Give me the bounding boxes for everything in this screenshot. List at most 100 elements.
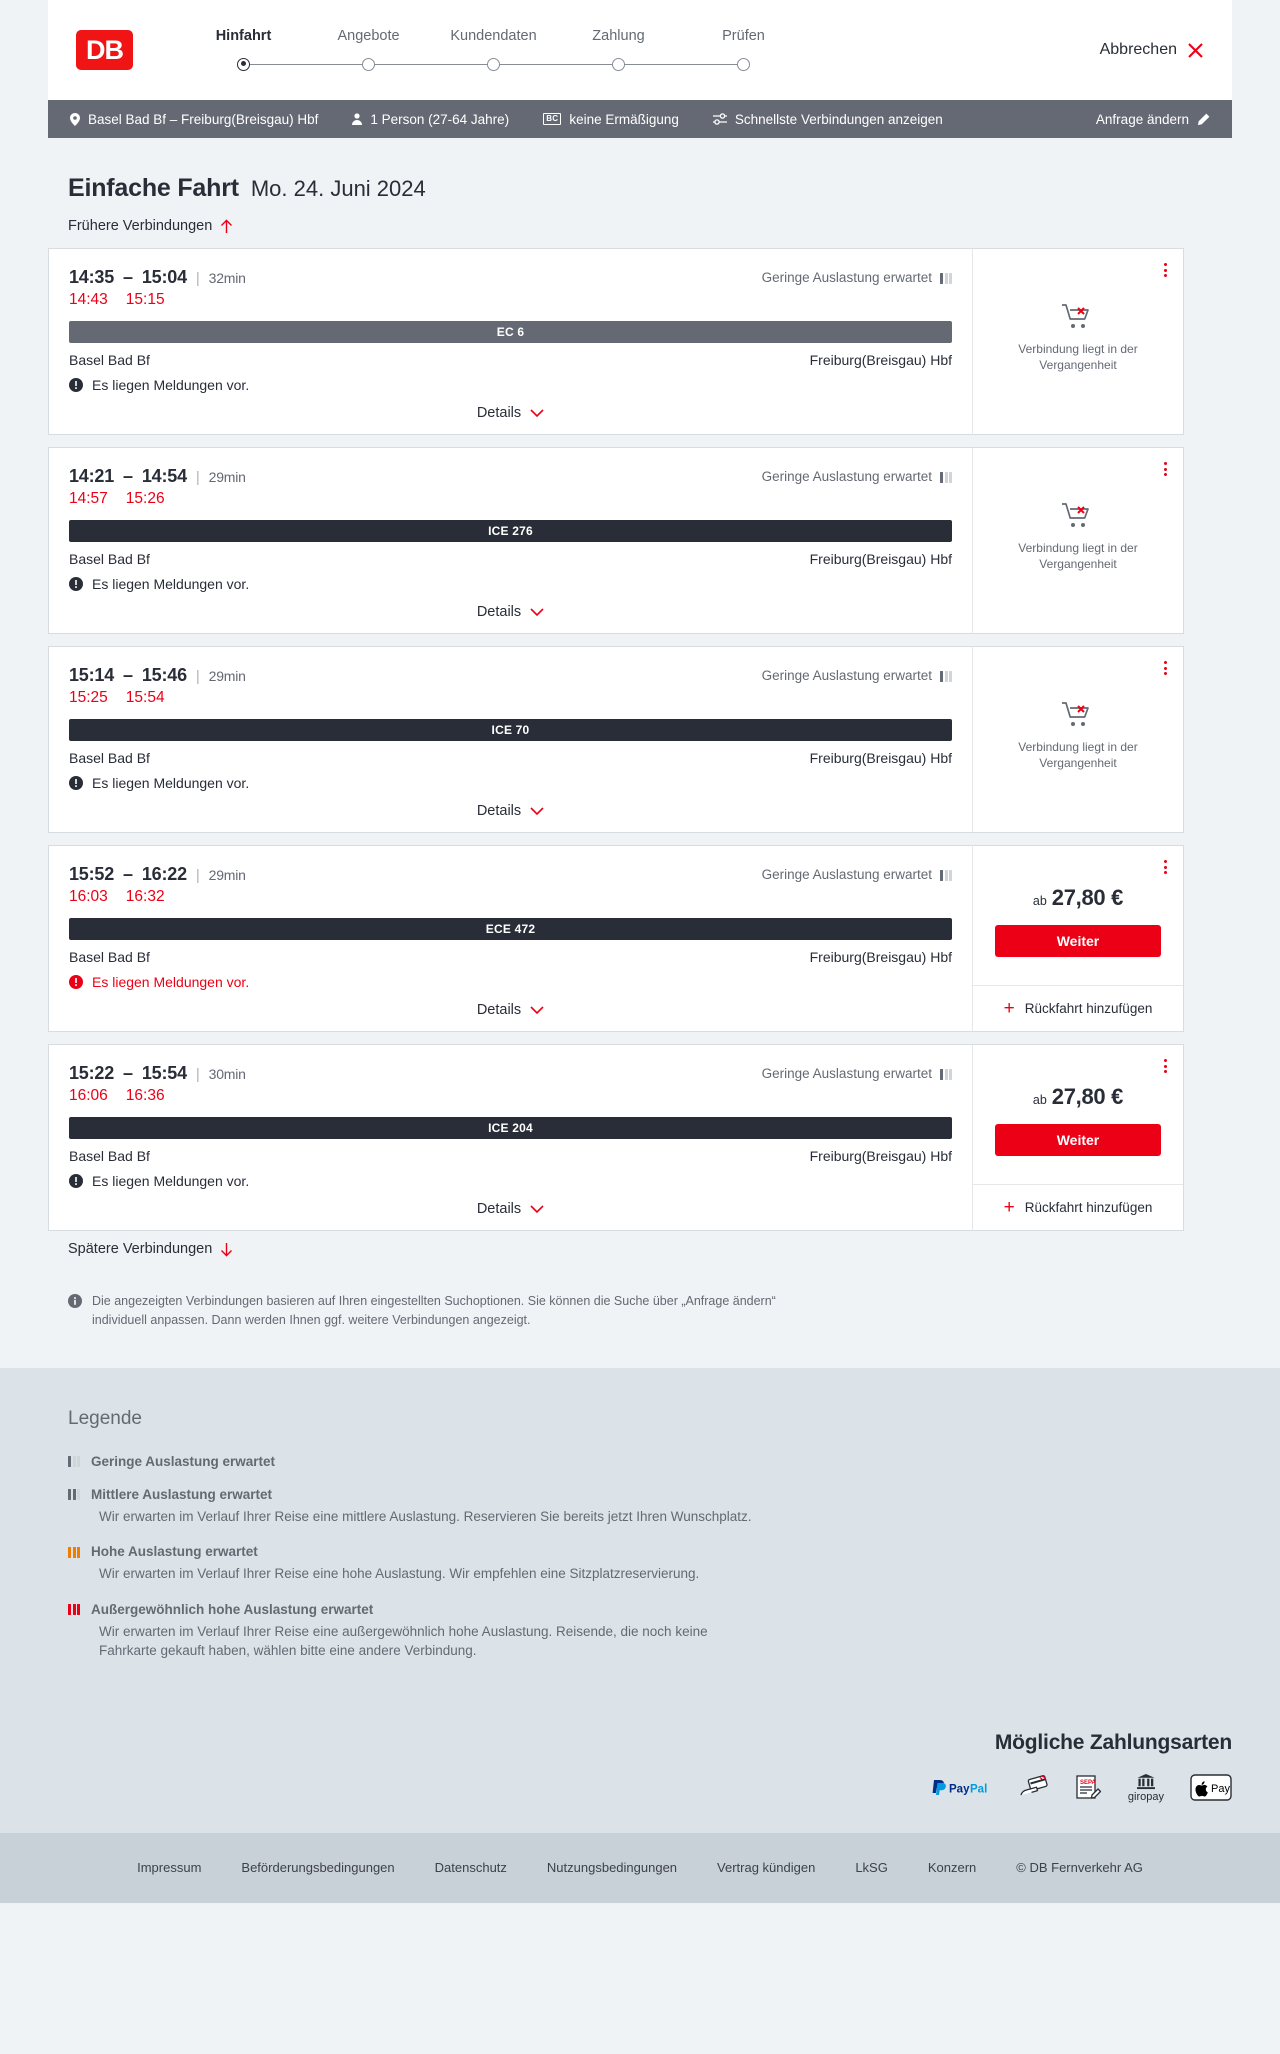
footer-link[interactable]: LkSG [855, 1860, 888, 1876]
train-bar[interactable]: ECE 472 [69, 918, 952, 940]
details-row: Details [69, 990, 952, 1031]
giropay-icon: giropay [1128, 1773, 1164, 1803]
footer-link[interactable]: Konzern [927, 1860, 977, 1876]
alert-circle-icon [69, 378, 83, 392]
step-hinfahrt[interactable]: Hinfahrt [181, 28, 369, 72]
connection-message-text: Es liegen Meldungen vor. [92, 576, 250, 592]
station-to: Freiburg(Breisgau) Hbf [809, 1148, 952, 1164]
utilization-icon [68, 1546, 80, 1558]
train-name: EC 6 [496, 325, 525, 339]
util-bar [940, 670, 943, 682]
connection-header: 15:52–16:22 | 29min 16:03 16:32 Geringe Ausla… [69, 864, 952, 906]
step-dot-row [306, 56, 494, 72]
step-zahlung[interactable]: Zahlung [556, 28, 744, 72]
earlier-connections-label: Frühere Verbindungen [68, 218, 213, 234]
details-button[interactable]: Details [477, 604, 544, 620]
connection-message[interactable]: Es liegen Meldungen vor. [69, 377, 952, 393]
planned-times: 14:21–14:54 | 29min [69, 466, 246, 486]
continue-button[interactable]: Weiter [995, 1123, 1161, 1156]
connection-message[interactable]: Es liegen Meldungen vor. [69, 775, 952, 791]
cancel-label: Abbrechen [1099, 41, 1177, 58]
step-dot [237, 57, 250, 71]
actual-times: 14:57 15:26 [69, 490, 246, 508]
chevron-down-icon [530, 607, 544, 616]
step-dot [362, 57, 375, 71]
utilization-label: Geringe Auslastung erwartet [761, 867, 932, 882]
kebab-dot [1164, 462, 1167, 465]
connection-message[interactable]: Es liegen Meldungen vor. [69, 1173, 952, 1189]
utilization-icon [940, 272, 952, 284]
price-panel: ab 27,80 € Weiter [973, 846, 1183, 985]
step-angebote[interactable]: Angebote [306, 28, 494, 72]
step-kundendaten[interactable]: Kundendaten [431, 28, 619, 72]
chevron-down-icon [530, 806, 544, 815]
details-button[interactable]: Details [477, 1002, 544, 1018]
main-content: Einfache Fahrt Mo. 24. Juni 2024 Frühere… [48, 138, 1232, 1368]
legend-head: Geringe Auslastung erwartet [68, 1454, 1232, 1469]
edit-request-button[interactable]: Anfrage ändern [1096, 112, 1210, 127]
legend-item: Geringe Auslastung erwartet [48, 1454, 1232, 1469]
util-bar [949, 670, 952, 682]
criteria-route-label: Basel Bad Bf – Freiburg(Breisgau) Hbf [88, 111, 319, 127]
train-bar[interactable]: ICE 276 [69, 520, 952, 542]
train-bar[interactable]: EC 6 [69, 321, 952, 343]
planned-end: 15:54 [141, 1063, 187, 1083]
actual-start: 14:43 [69, 291, 108, 308]
more-options-button[interactable] [1160, 657, 1171, 679]
more-options-button[interactable] [1160, 259, 1171, 281]
sepa-lastschrift-icon: SEPA [1075, 1773, 1102, 1803]
details-button[interactable]: Details [477, 803, 544, 819]
footer-link[interactable]: Vertrag kündigen [717, 1860, 816, 1876]
db-logo[interactable]: DB [76, 30, 133, 70]
time-divider: | [195, 867, 200, 884]
more-options-button[interactable] [1160, 458, 1171, 480]
connection-times: 15:22–15:54 | 30min 16:06 16:36 [69, 1063, 246, 1105]
time-divider: | [195, 270, 200, 287]
earlier-connections-link[interactable]: Frühere Verbindungen [48, 218, 233, 234]
time-divider: | [195, 1066, 200, 1083]
arrow-down-icon [221, 1242, 233, 1257]
cancel-button[interactable]: Abbrechen [1100, 41, 1204, 59]
footer-link[interactable]: Datenschutz [434, 1860, 507, 1876]
criteria-discount[interactable]: BC keine Ermäßigung [543, 112, 679, 127]
planned-end: 15:46 [141, 665, 187, 685]
add-return-button[interactable]: + Rückfahrt hinzufügen [973, 1184, 1183, 1230]
more-options-button[interactable] [1160, 856, 1171, 878]
payment-title: Mögliche Zahlungsarten [994, 1730, 1232, 1754]
step-dot-row [556, 56, 744, 72]
price-prefix: ab [1032, 1092, 1047, 1107]
utilization: Geringe Auslastung erwartet [762, 1063, 952, 1081]
connection-header: 15:14–15:46 | 29min 15:25 15:54 Geringe Ausla… [69, 665, 952, 707]
step-prüfen[interactable]: Prüfen [681, 28, 806, 72]
planned-end: 15:04 [141, 267, 187, 287]
footer-link[interactable]: Impressum [137, 1860, 202, 1876]
footer-link[interactable]: Beförderungsbedingungen [241, 1860, 395, 1876]
utilization: Geringe Auslastung erwartet [762, 665, 952, 683]
criteria-route[interactable]: Basel Bad Bf – Freiburg(Breisgau) Hbf [70, 112, 318, 127]
utilization-icon [940, 1068, 952, 1080]
details-button[interactable]: Details [477, 1201, 544, 1217]
continue-button[interactable]: Weiter [995, 924, 1161, 957]
train-bar[interactable]: ICE 204 [69, 1117, 952, 1139]
more-options-button[interactable] [1160, 1055, 1171, 1077]
paypal-icon: Pay Pal [931, 1773, 993, 1803]
train-bar[interactable]: ICE 70 [69, 719, 952, 741]
legend-list: Geringe Auslastung erwartet Mittlere Ausl… [48, 1454, 1232, 1661]
station-to: Freiburg(Breisgau) Hbf [809, 551, 952, 567]
criteria-passengers[interactable]: 1 Person (27-64 Jahre) [352, 112, 509, 127]
bahncard-badge: BC [543, 113, 562, 125]
details-button[interactable]: Details [477, 405, 544, 421]
footer-link[interactable]: Nutzungsbedingungen [546, 1860, 678, 1876]
stations: Basel Bad Bf Freiburg(Breisgau) Hbf [69, 1148, 952, 1164]
legend-head: Hohe Auslastung erwartet [68, 1544, 1232, 1559]
criteria-options[interactable]: Schnellste Verbindungen anzeigen [712, 112, 943, 127]
step-label: Prüfen [722, 28, 765, 44]
add-return-button[interactable]: + Rückfahrt hinzufügen [973, 985, 1183, 1031]
connection-message[interactable]: Es liegen Meldungen vor. [69, 576, 952, 592]
step-label: Zahlung [592, 28, 645, 44]
connection-message[interactable]: Es liegen Meldungen vor. [69, 974, 952, 990]
later-connections-link[interactable]: Spätere Verbindungen [48, 1241, 233, 1257]
step-dot-row [181, 56, 369, 72]
connection-booking-panel: ab 27,80 € Weiter + Rückfahrt hinzufügen [972, 845, 1184, 1032]
kebab-dot [1164, 1070, 1167, 1073]
